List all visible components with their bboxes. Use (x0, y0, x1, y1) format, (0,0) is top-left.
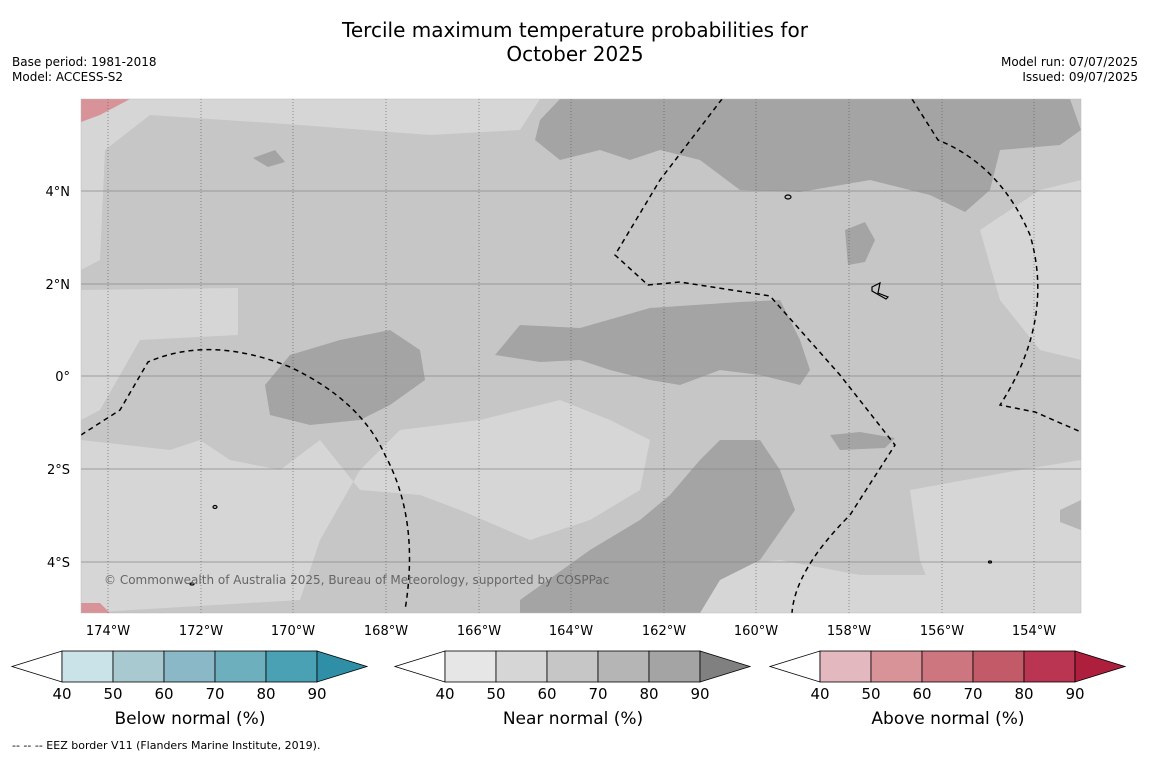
base-period: Base period: 1981-2018 (12, 55, 157, 69)
colorbar-tick-label: 50 (103, 685, 122, 703)
lon-label: 164°W (549, 624, 593, 639)
dark-region-wc (265, 330, 425, 425)
lon-label: 166°W (457, 624, 501, 639)
above-normal-sw-patch (81, 603, 110, 613)
above-colorbar: 40 50 60 70 80 90 (768, 650, 1127, 703)
colorbar-segment (265, 650, 318, 683)
light-region-sc (690, 560, 940, 613)
near-normal-label: Near normal (%) (502, 709, 644, 729)
colorbar-segment (163, 650, 216, 683)
colorbar-tick-label: 60 (912, 685, 931, 703)
title-line-2: October 2025 (506, 42, 644, 66)
above-normal-label: Above normal (%) (871, 709, 1025, 729)
islands (189, 194, 993, 586)
colorbar-segment (214, 650, 267, 683)
colorbar-tick-label: 70 (588, 685, 607, 703)
colorbar-extend-high (316, 650, 369, 683)
dark-spot-1 (845, 222, 875, 265)
colorbar-segment (972, 650, 1025, 683)
lat-label: 2°N (46, 278, 71, 293)
colorbar-tick-label: 50 (486, 685, 505, 703)
colorbar-segment (546, 650, 599, 683)
meta-right: Model run: 07/07/2025 Issued: 09/07/2025 (1001, 55, 1138, 85)
near-colorbar: 40 50 60 70 80 90 (393, 650, 752, 703)
colorbar-segment (819, 650, 872, 683)
colorbar-tick-label: 60 (154, 685, 173, 703)
lat-label: 0° (55, 370, 70, 385)
colorbar-tick-label: 90 (690, 685, 709, 703)
colorbar-tick-label: 40 (810, 685, 829, 703)
light-region-e (980, 180, 1081, 360)
below-normal-label: Below normal (%) (114, 709, 266, 729)
colorbar-segment (597, 650, 650, 683)
colorbar-segment (61, 650, 114, 683)
colorbar-extend-low (10, 650, 63, 683)
issued-date: Issued: 09/07/2025 (1022, 70, 1138, 84)
below-colorbar: 40 50 60 70 80 90 (10, 650, 369, 703)
colorbar-segment (444, 650, 497, 683)
eez-borders (81, 99, 1081, 613)
lon-label: 162°W (642, 624, 686, 639)
map-title: Tercile maximum temperature probabilitie… (0, 18, 1150, 66)
lon-label: 170°W (271, 624, 315, 639)
above-normal-ne-patch (81, 99, 130, 122)
colorbar-segment (921, 650, 974, 683)
dark-region-c (495, 300, 810, 385)
colorbar-segment (648, 650, 701, 683)
colorbar-tick-label: 90 (307, 685, 326, 703)
latitude-gridlines (81, 190, 1081, 563)
lon-label: 172°W (179, 624, 223, 639)
light-region-se (910, 460, 1081, 613)
colorbar-segment (870, 650, 923, 683)
lon-label: 156°W (920, 624, 964, 639)
colorbar-segment (495, 650, 548, 683)
model-name: Model: ACCESS-S2 (12, 70, 124, 84)
copyright-notice: © Commonwealth of Australia 2025, Bureau… (104, 573, 609, 587)
latitude-labels: 4°N 2°N 0° 2°S 4°S (46, 185, 71, 571)
lat-label: 2°S (47, 463, 70, 478)
light-region-nw (81, 99, 540, 270)
colorbar-tick-label: 90 (1065, 685, 1084, 703)
eez-legend-note: -- -- -- EEZ border V11 (Flanders Marine… (12, 739, 321, 752)
colorbar-segment (1023, 650, 1076, 683)
dark-region-s (520, 440, 795, 613)
colorbar-tick-label: 80 (256, 685, 275, 703)
dark-spot-2 (830, 432, 895, 450)
colorbar-tick-label: 70 (963, 685, 982, 703)
colorbar-tick-label: 50 (861, 685, 880, 703)
colorbar-tick-label: 40 (52, 685, 71, 703)
dark-spot-4 (1060, 500, 1081, 530)
colorbar-extend-low (768, 650, 821, 683)
colorbar-extend-high (699, 650, 752, 683)
lat-label: 4°N (46, 185, 71, 200)
lon-label: 168°W (364, 624, 408, 639)
colorbar-tick-label: 70 (205, 685, 224, 703)
lat-label: 4°S (47, 556, 70, 571)
lon-label: 160°W (734, 624, 778, 639)
light-region-s (81, 400, 650, 613)
lon-label: 174°W (86, 624, 130, 639)
map-frame (80, 98, 1082, 614)
model-run: Model run: 07/07/2025 (1000, 55, 1138, 69)
probability-field (81, 99, 1081, 613)
lon-label: 158°W (827, 624, 871, 639)
meta-left: Base period: 1981-2018 Model: ACCESS-S2 (12, 55, 157, 85)
dark-region-n (535, 99, 1081, 212)
colorbar-tick-label: 80 (1014, 685, 1033, 703)
lon-label: 154°W (1012, 624, 1056, 639)
dark-spot-3 (253, 150, 285, 167)
colorbar-tick-label: 40 (435, 685, 454, 703)
colorbar-extend-low (393, 650, 446, 683)
colorbar-segment (112, 650, 165, 683)
light-region-w (81, 288, 238, 420)
longitude-labels: 174°W 172°W 170°W 168°W 166°W 164°W 162°… (86, 624, 1056, 639)
colorbar-tick-label: 80 (639, 685, 658, 703)
colorbar-tick-label: 60 (537, 685, 556, 703)
title-line-1: Tercile maximum temperature probabilitie… (342, 18, 808, 42)
colorbars: 40 50 60 70 80 90 40 50 60 70 80 90 40 50 60 70 80 90 (10, 650, 1127, 703)
colorbar-extend-high (1074, 650, 1127, 683)
